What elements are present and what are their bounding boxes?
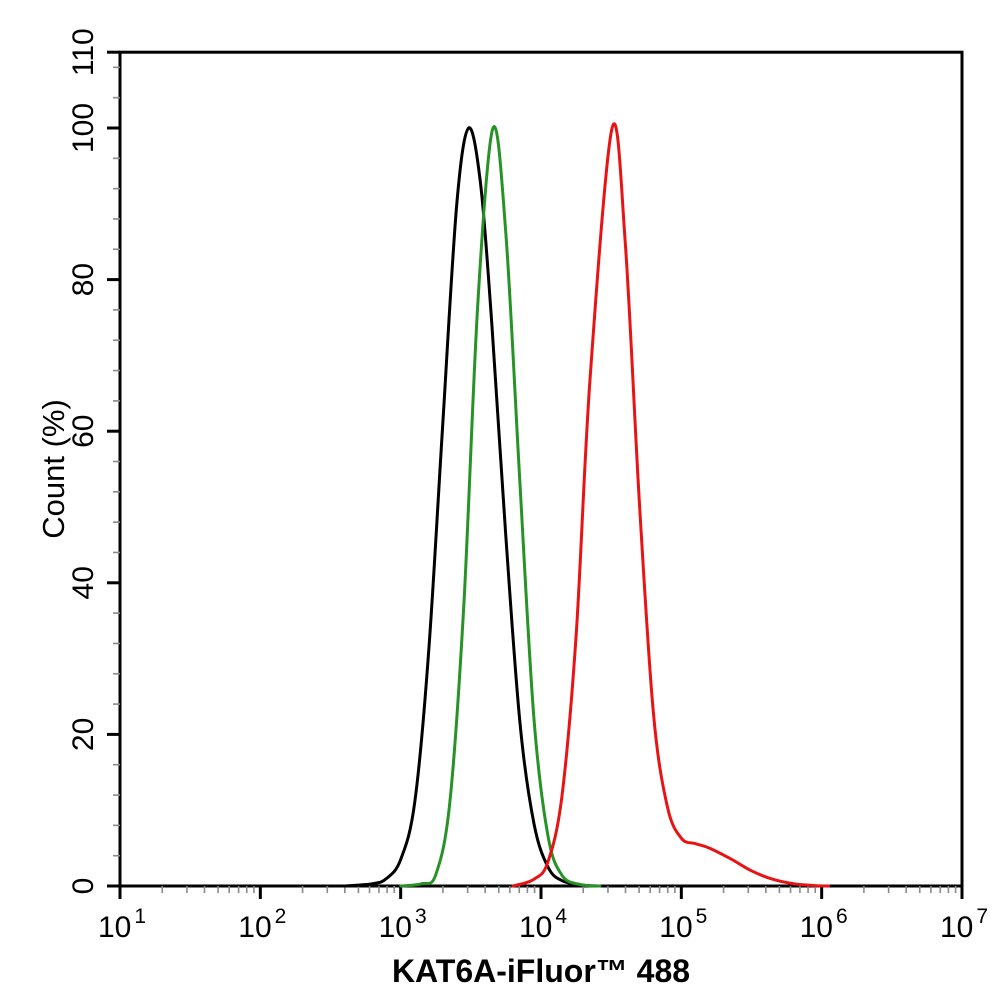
x-tick-label: 10 1 — [98, 905, 146, 944]
plot-area: 10 1 10 2 10 3 10 4 10 5 10 6 10 7 0 20 40 60 80 100 110 — [67, 28, 988, 944]
x-tick-label: 10 3 — [379, 905, 427, 944]
y-tick-label: 20 — [67, 718, 100, 751]
x-axis-title: KAT6A-iFluor™ 488 — [392, 953, 690, 989]
y-tick-label: 60 — [67, 415, 100, 448]
y-axis-title: Count (%) — [36, 399, 71, 539]
x-tick-label: 10 2 — [238, 905, 286, 944]
x-tick-label: 10 7 — [940, 905, 988, 944]
x-tick-label: 10 6 — [800, 905, 848, 944]
curve-series-black — [343, 126, 602, 888]
y-tick-label: 100 — [67, 103, 100, 153]
plot-frame — [118, 50, 964, 888]
curve-series-red — [511, 122, 831, 888]
y-tick-label: 110 — [67, 28, 100, 76]
curve-series-green — [399, 125, 602, 888]
x-tick-label: 10 4 — [519, 905, 567, 944]
y-tick-label: 40 — [67, 566, 100, 599]
x-tick-label: 10 5 — [659, 905, 707, 944]
y-tick-label: 80 — [67, 263, 100, 296]
y-tick-label: 0 — [67, 878, 100, 895]
